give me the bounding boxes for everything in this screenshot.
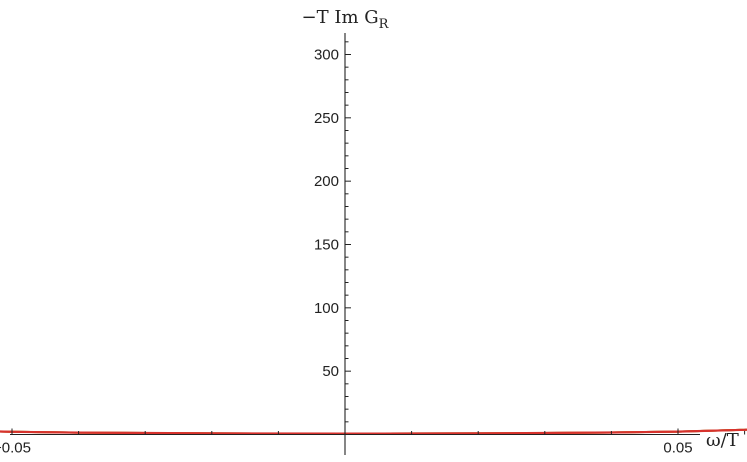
series-line-5 [0, 428, 747, 435]
x-tick-label: 0.05 [663, 440, 692, 457]
y-tick-label: 150 [314, 236, 339, 253]
x-tick-label: −0.05 [0, 440, 31, 457]
y-tick-label: 300 [314, 46, 339, 63]
axes-layer [10, 33, 700, 455]
annotations-layer: ỹ = 0.95ỹ = 1.05 [0, 109, 747, 139]
series-line-2 [0, 428, 747, 435]
y-tick-label: 250 [314, 110, 339, 127]
x-axis-title: ω/T [706, 430, 739, 451]
y-axis-title: −T Im GR [302, 7, 390, 32]
ticks-layer: −0.15−0.10−0.050.050.100.155010015020025… [0, 41, 746, 457]
y-tick-label: 50 [322, 363, 339, 380]
y-tick-label: 100 [314, 300, 339, 317]
y-tick-label: 200 [314, 173, 339, 190]
series-line-4 [0, 428, 747, 435]
series-line-3 [0, 428, 747, 435]
series-line-1 [0, 428, 747, 435]
series-layer [0, 428, 747, 435]
